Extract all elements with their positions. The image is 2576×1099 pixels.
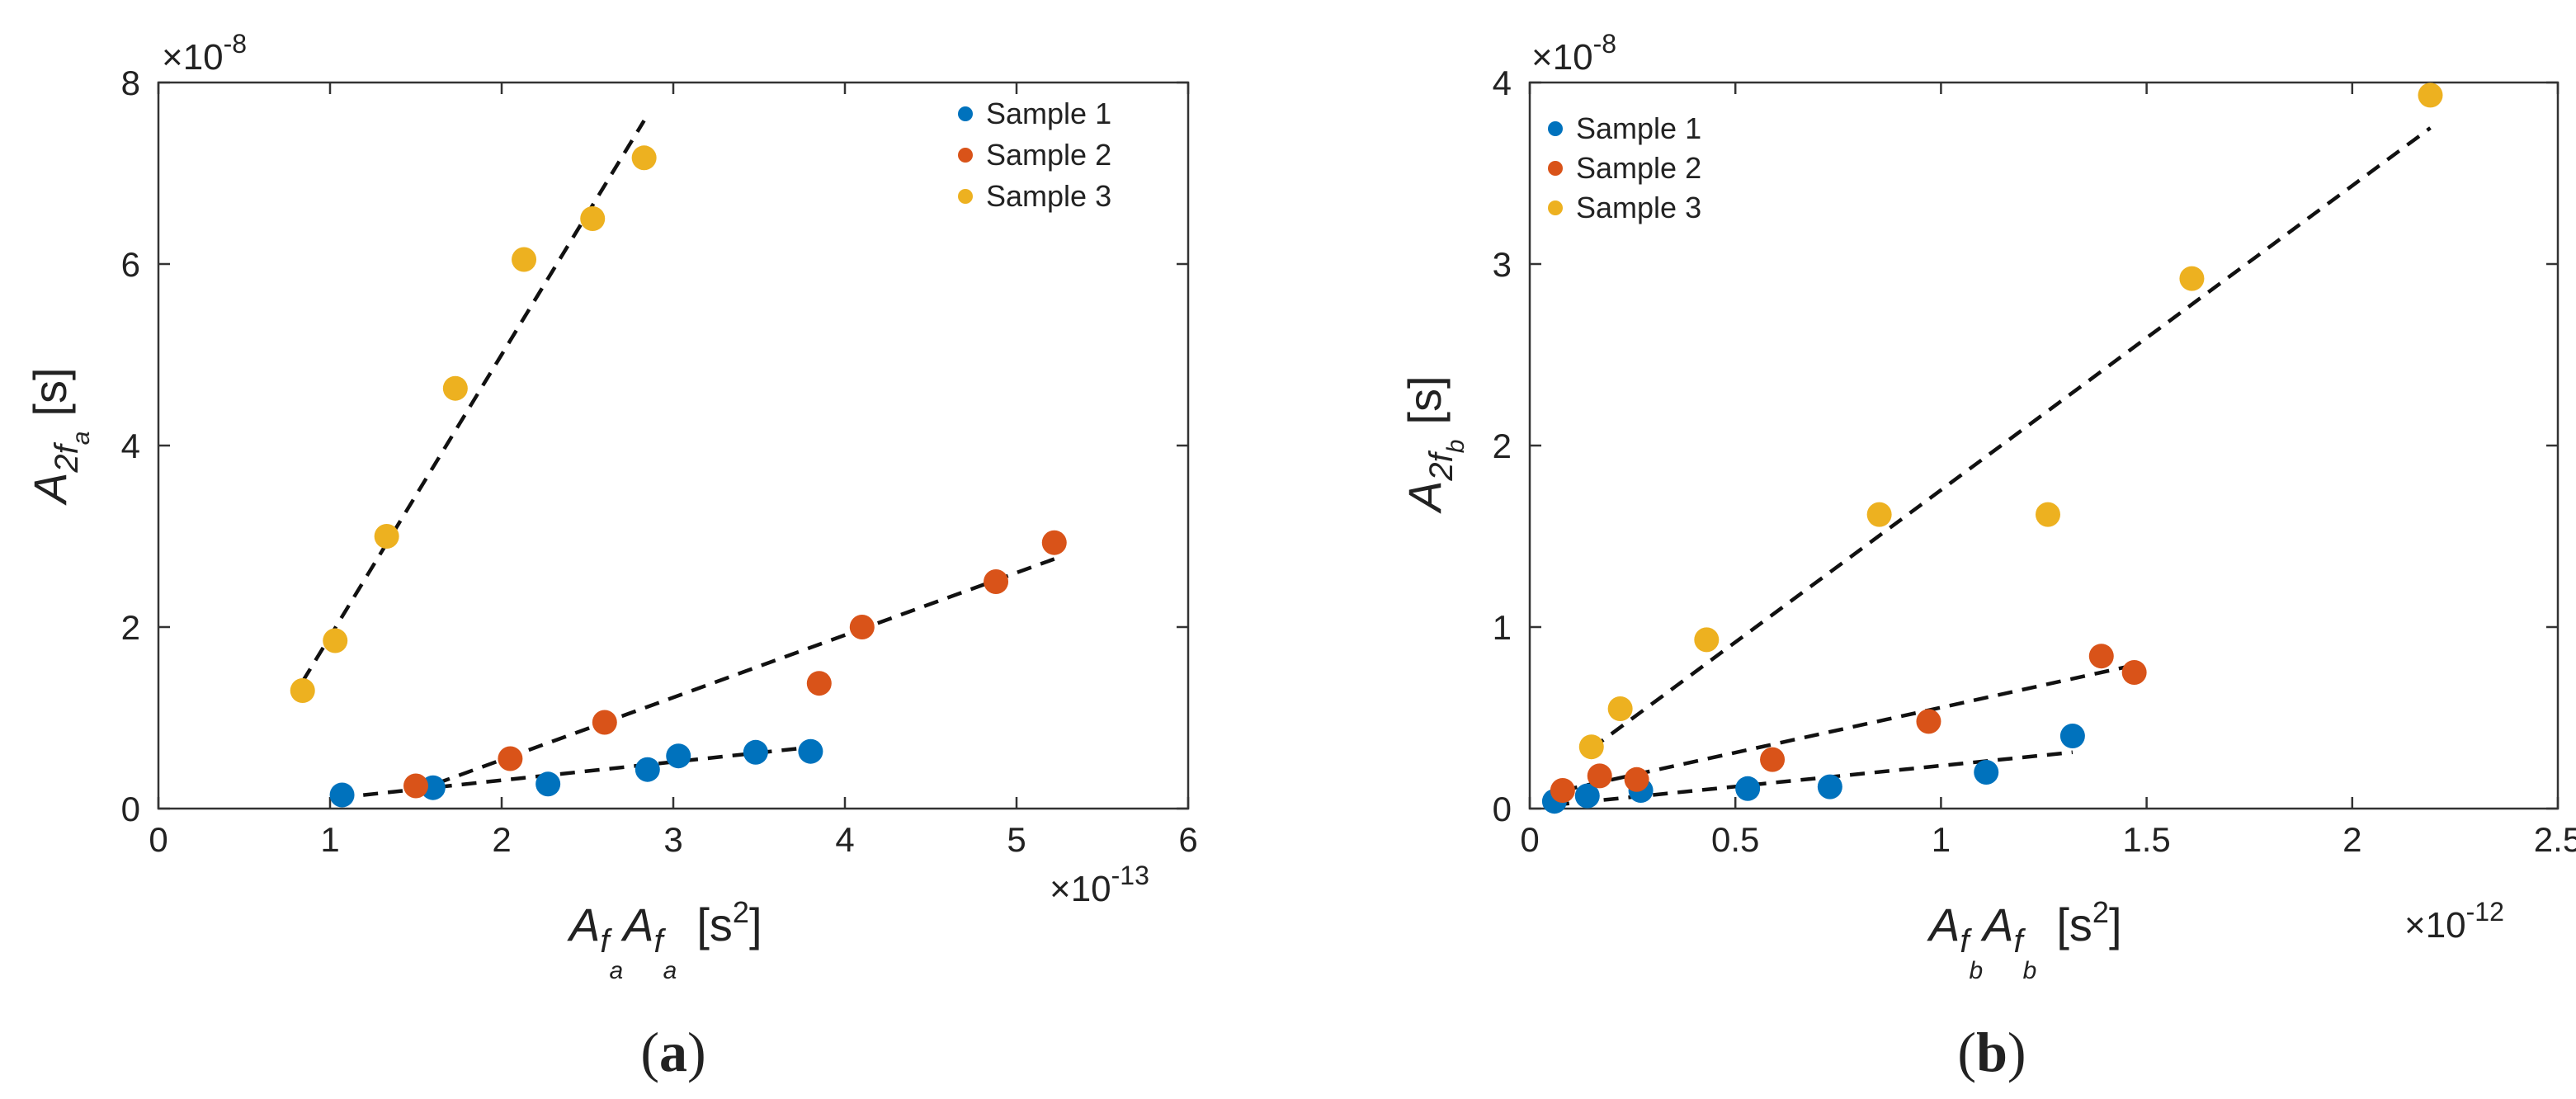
point-sample-2 bbox=[2121, 660, 2147, 685]
point-sample-1 bbox=[666, 743, 691, 769]
x-axis-label-b: AfbAfb[s2] bbox=[1927, 895, 2122, 984]
point-sample-1 bbox=[1817, 774, 1842, 799]
ticks-b: 0 0.5 1 1.5 2 2.5 0 1 2 3 4 bbox=[1493, 64, 2576, 859]
y-multiplier-a: ×10-8 bbox=[162, 29, 247, 78]
point-sample-3 bbox=[442, 375, 468, 401]
point-sample-2 bbox=[1760, 747, 1786, 772]
x-tick-label: 2 bbox=[2342, 820, 2361, 859]
point-sample-2 bbox=[403, 773, 428, 799]
y-tick-label: 0 bbox=[1493, 790, 1512, 828]
point-sample-1 bbox=[535, 771, 561, 797]
x-tick-label: 1 bbox=[320, 820, 339, 859]
panel-b: 0 0.5 1 1.5 2 2.5 0 1 2 3 4 ×10-8 ×10-12 A2fb[s] A… bbox=[1399, 29, 2576, 1083]
point-sample-2 bbox=[1624, 766, 1649, 792]
plot-area-a bbox=[157, 81, 1190, 810]
legend-marker-sample-3 bbox=[1548, 200, 1563, 215]
point-sample-3 bbox=[512, 247, 537, 272]
legend-marker-sample-2 bbox=[958, 148, 973, 163]
point-sample-2 bbox=[1587, 763, 1612, 789]
point-sample-3 bbox=[323, 628, 348, 653]
x-tick-label: 1.5 bbox=[2122, 820, 2170, 859]
legend-label-sample-2: Sample 2 bbox=[986, 138, 1111, 172]
point-sample-3 bbox=[290, 678, 315, 703]
x-tick-label: 5 bbox=[1007, 820, 1026, 859]
point-sample-2 bbox=[1550, 778, 1575, 803]
legend-b: Sample 1 Sample 2 Sample 3 bbox=[1548, 111, 1701, 224]
x-tick-label: 2.5 bbox=[2534, 820, 2576, 859]
point-sample-3 bbox=[1694, 627, 1720, 653]
ticks-a: 0 1 2 3 4 5 6 0 2 4 6 8 bbox=[121, 64, 1198, 859]
y-tick-label: 0 bbox=[121, 790, 140, 828]
point-sample-2 bbox=[1041, 530, 1067, 555]
point-sample-2 bbox=[1916, 709, 1941, 734]
x-tick-label: 2 bbox=[492, 820, 511, 859]
point-sample-2 bbox=[2088, 644, 2114, 669]
point-sample-1 bbox=[1974, 760, 1999, 785]
point-sample-2 bbox=[849, 615, 875, 639]
point-sample-3 bbox=[1578, 734, 1604, 760]
point-sample-3 bbox=[2179, 266, 2205, 291]
x-multiplier-b: ×10-12 bbox=[2404, 897, 2504, 946]
x-tick-label: 0 bbox=[1520, 820, 1539, 859]
legend-label-sample-2: Sample 2 bbox=[1576, 151, 1701, 185]
point-sample-1 bbox=[743, 739, 768, 765]
point-sample-2 bbox=[592, 710, 617, 735]
x-axis-label-a: AfaAfa[s2] bbox=[567, 895, 762, 984]
x-tick-label: 4 bbox=[835, 820, 854, 859]
y-axis-label-a: A2fa[s] bbox=[24, 367, 95, 506]
point-sample-2 bbox=[984, 569, 1009, 594]
point-sample-1 bbox=[798, 738, 823, 764]
point-sample-3 bbox=[374, 524, 399, 549]
data-points-b bbox=[1541, 83, 2443, 814]
point-sample-1 bbox=[1574, 783, 1600, 809]
y-tick-label: 6 bbox=[121, 245, 140, 284]
y-tick-label: 8 bbox=[121, 64, 140, 102]
y-tick-label: 4 bbox=[1493, 64, 1512, 102]
plot-area-b bbox=[1528, 81, 2559, 810]
caption-a: (a) bbox=[640, 1021, 705, 1083]
point-sample-1 bbox=[2059, 724, 2085, 748]
point-sample-3 bbox=[2418, 83, 2443, 108]
legend-marker-sample-3 bbox=[958, 189, 973, 204]
y-multiplier-b: ×10-8 bbox=[1531, 29, 1616, 78]
point-sample-3 bbox=[1866, 502, 1892, 527]
legend-marker-sample-1 bbox=[958, 106, 973, 121]
point-sample-3 bbox=[580, 206, 606, 231]
legend-label-sample-3: Sample 3 bbox=[1576, 191, 1701, 224]
legend-label-sample-1: Sample 1 bbox=[1576, 111, 1701, 145]
legend-marker-sample-1 bbox=[1548, 121, 1563, 136]
x-tick-label: 0 bbox=[149, 820, 167, 859]
legend-marker-sample-2 bbox=[1548, 161, 1563, 176]
x-tick-label: 1 bbox=[1932, 820, 1951, 859]
point-sample-1 bbox=[635, 757, 660, 782]
point-sample-3 bbox=[2035, 502, 2060, 527]
point-sample-1 bbox=[1735, 776, 1761, 801]
y-tick-label: 3 bbox=[1493, 245, 1512, 284]
legend-label-sample-1: Sample 1 bbox=[986, 97, 1111, 130]
x-tick-label: 3 bbox=[663, 820, 682, 859]
point-sample-2 bbox=[806, 671, 832, 696]
x-multiplier-a: ×10-13 bbox=[1050, 861, 1149, 909]
point-sample-2 bbox=[498, 746, 523, 771]
point-sample-3 bbox=[631, 145, 657, 171]
x-tick-label: 6 bbox=[1178, 820, 1197, 859]
point-sample-1 bbox=[329, 782, 355, 808]
y-tick-label: 2 bbox=[121, 608, 140, 647]
panel-a: 0 1 2 3 4 5 6 0 2 4 6 8 ×10-8 ×10-13 A2fa[s] AfaAfa… bbox=[24, 29, 1198, 1083]
legend-label-sample-3: Sample 3 bbox=[986, 179, 1111, 213]
point-sample-3 bbox=[1607, 696, 1633, 721]
y-tick-label: 4 bbox=[121, 427, 140, 465]
caption-b: (b) bbox=[1957, 1021, 2026, 1083]
data-points-a bbox=[290, 145, 1067, 808]
legend-a: Sample 1 Sample 2 Sample 3 bbox=[958, 97, 1111, 213]
y-tick-label: 2 bbox=[1493, 427, 1512, 465]
y-tick-label: 1 bbox=[1493, 608, 1512, 647]
x-tick-label: 0.5 bbox=[1711, 820, 1759, 859]
y-axis-label-b: A2fb[s] bbox=[1399, 375, 1470, 514]
fit-line-sample-3 bbox=[1590, 126, 2432, 751]
